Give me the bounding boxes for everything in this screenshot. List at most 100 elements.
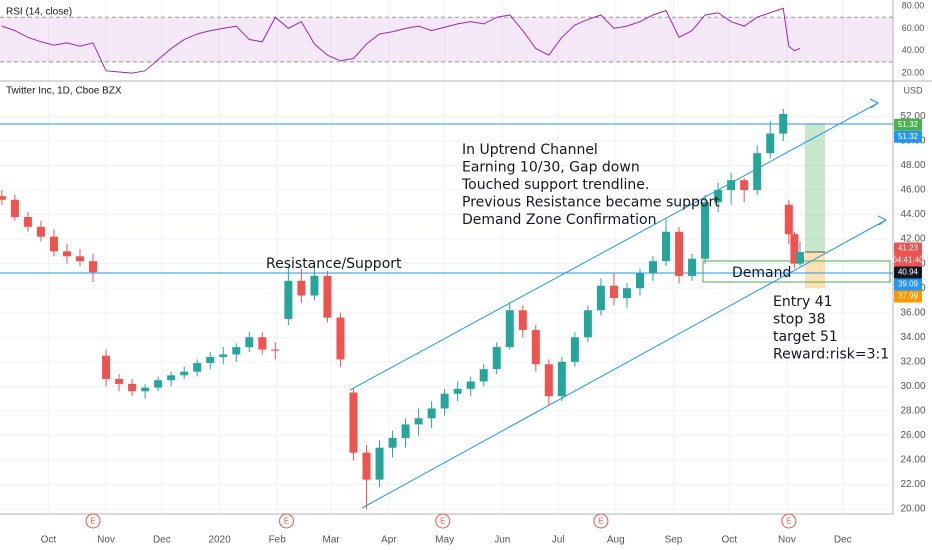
channel-top [349, 102, 879, 391]
x-tick-label: Nov [97, 535, 115, 546]
candle-body [795, 252, 804, 264]
price-label-bg [894, 130, 922, 143]
earnings-marker [781, 513, 797, 529]
candle-body [596, 285, 605, 311]
price-label: 41.23 [898, 244, 919, 253]
candle-body [609, 285, 618, 298]
price-label: 51.32 [898, 132, 919, 141]
x-tick-label: Oct [41, 535, 57, 546]
channel-bottom [361, 219, 887, 509]
x-tick-label: Apr [381, 535, 397, 546]
arrow-heads [869, 98, 887, 226]
candle-body [440, 393, 449, 409]
y-tick-label: 46.00 [900, 185, 925, 196]
candle-body [154, 380, 163, 388]
x-tick-label: Feb [269, 535, 287, 546]
annotations: E E E E E In Uptrend Channel Earning 10/30, Ga… [85, 142, 889, 529]
earnings-marker [279, 513, 295, 529]
note-line: Touched support trendline. [461, 177, 649, 193]
plan-line: stop 38 [773, 312, 826, 328]
y-tick-label: 42.00 [900, 234, 925, 245]
candle-body [180, 371, 189, 376]
rsi-band [0, 17, 893, 62]
candle-body [466, 381, 475, 389]
candle-body [375, 447, 384, 480]
y-tick-label: 26.00 [900, 430, 925, 441]
candle-body [427, 408, 436, 419]
x-tick-label: Dec [834, 535, 852, 546]
demand-label: Demand [732, 265, 791, 281]
y-tick-label: 30.00 [900, 381, 925, 392]
plan-line: target 51 [773, 329, 838, 345]
candle-body [128, 383, 137, 392]
candle-body [297, 280, 306, 296]
candle-body [388, 437, 397, 448]
candle-body [701, 202, 710, 259]
earnings-label: E [786, 517, 791, 526]
symbol-title: Twitter Inc, 1D, Cboe BZX [6, 86, 122, 97]
candle-body [479, 369, 488, 382]
candle-body [675, 231, 684, 276]
rsi-tick-label: 20.00 [902, 67, 925, 77]
candle-body [219, 354, 228, 357]
x-tick-label: Mar [323, 535, 341, 546]
earnings-marker [593, 513, 609, 529]
plan-line: Reward:risk=3:1 [773, 347, 889, 363]
earnings-label: E [440, 517, 445, 526]
candle-body [245, 337, 254, 348]
x-tick-label: May [435, 535, 454, 546]
candle-body [62, 251, 71, 257]
candle-body [206, 356, 215, 364]
profit-zone [805, 124, 825, 252]
candle-body [49, 236, 58, 252]
x-tick-label: 2020 [208, 535, 231, 546]
candle-body [622, 288, 631, 298]
candle-body [688, 258, 697, 276]
candle-body [258, 337, 267, 350]
candle-body [271, 349, 280, 351]
price-label: 04:41:40 [892, 256, 924, 265]
candle-body [779, 113, 788, 134]
x-tick-label: Jul [552, 535, 565, 546]
candle-body [662, 231, 671, 262]
candle-body [349, 392, 358, 453]
axes: Oct Nov Dec 2020 Feb Mar Apr May Jun Jul Aug Sep Oct… [41, 111, 926, 546]
candle-body [740, 180, 749, 190]
candle-body [75, 256, 84, 262]
price-label: 51.32 [898, 120, 919, 129]
y-tick-label: 48.00 [900, 160, 925, 171]
candle-body [505, 310, 514, 348]
price-label: 40.94 [898, 268, 919, 277]
candle-body [570, 337, 579, 362]
candle-body [492, 347, 501, 370]
x-tick-label: Aug [607, 535, 625, 546]
candle-body [323, 275, 332, 318]
candle-body [635, 273, 644, 289]
rsi-tick-label: 40.00 [902, 45, 925, 55]
candle-body [401, 424, 410, 438]
price-label-bg [894, 118, 922, 131]
note-line: In Uptrend Channel [462, 142, 598, 158]
candle-body [23, 217, 32, 227]
candle-body [141, 387, 150, 392]
x-tick-label: Sep [665, 535, 683, 546]
candle-body [790, 234, 799, 264]
price-panel [0, 109, 804, 510]
rsi-tick-label: 60.00 [902, 23, 925, 33]
earnings-label: E [90, 517, 95, 526]
candle-body [414, 418, 423, 425]
resistance-label: Resistance/Support [266, 256, 402, 272]
candle-body [557, 361, 566, 397]
candle-body [727, 180, 736, 190]
price-label-bg [894, 266, 922, 279]
price-label: 39.09 [898, 280, 919, 289]
price-label-bg [894, 242, 922, 255]
note-line: Previous Resistance became support [462, 195, 720, 211]
price-label-bg [894, 254, 922, 267]
candle-body [362, 452, 371, 480]
x-tick-label: Dec [153, 535, 171, 546]
candle-body [544, 364, 553, 397]
candle-body [649, 261, 658, 274]
earnings-marker [85, 513, 101, 529]
earnings-marker [435, 513, 451, 529]
